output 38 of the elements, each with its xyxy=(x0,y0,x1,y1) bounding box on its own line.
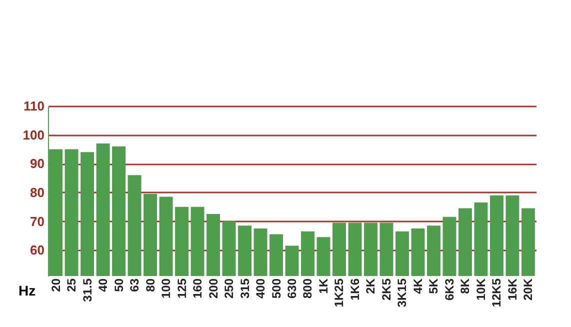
x-tick-label: 200 xyxy=(206,278,220,299)
x-tick-label: 1K xyxy=(316,278,330,294)
x-tick-label: 125 xyxy=(174,278,189,299)
x-tick-label: 8K xyxy=(458,278,472,294)
x-tick-label: 100 xyxy=(159,278,174,299)
x-tick-label: 12K5 xyxy=(490,278,504,308)
x-tick-label: 400 xyxy=(254,278,268,299)
y-tick-label: 110 xyxy=(24,98,44,114)
x-tick-label: 3K15 xyxy=(395,278,410,308)
x-axis-title: Hz xyxy=(18,282,36,298)
x-tick-label: 6K3 xyxy=(442,278,456,301)
x-tick-label: 20 xyxy=(48,278,63,292)
y-tick-label: 80 xyxy=(30,184,44,200)
x-tick-label: 630 xyxy=(285,278,299,299)
x-tick-label: 160 xyxy=(190,278,205,299)
x-tick-label: 40 xyxy=(96,278,110,292)
x-tick-label: 10K xyxy=(474,278,488,301)
x-tick-label: 80 xyxy=(143,278,158,292)
x-tick-label: 20K xyxy=(521,278,536,301)
x-tick-label: 5K xyxy=(426,278,441,294)
x-tick-label: 63 xyxy=(128,278,142,292)
x-tick-label: 31.5 xyxy=(80,278,94,302)
x-tick-label: 500 xyxy=(269,278,284,299)
x-tick-label: 4K xyxy=(410,278,425,294)
x-tick-label: 1K6 xyxy=(348,278,362,301)
x-tick-label: 2K5 xyxy=(379,278,394,301)
y-tick-label: 90 xyxy=(30,156,44,172)
x-tick-label: 16K xyxy=(505,278,520,301)
x-tick-label: 50 xyxy=(112,278,126,292)
x-tick-label: 250 xyxy=(222,278,236,299)
x-tick-label: 25 xyxy=(64,278,79,292)
y-tick-label: 70 xyxy=(30,214,44,229)
x-tick-label: 2K xyxy=(364,278,378,294)
y-tick-label: 100 xyxy=(22,127,44,142)
y-tick-label: 60 xyxy=(30,242,44,258)
x-tick-label: 315 xyxy=(238,278,252,299)
x-tick-label: 800 xyxy=(300,278,315,299)
x-tick-label: 1K25 xyxy=(332,278,346,308)
